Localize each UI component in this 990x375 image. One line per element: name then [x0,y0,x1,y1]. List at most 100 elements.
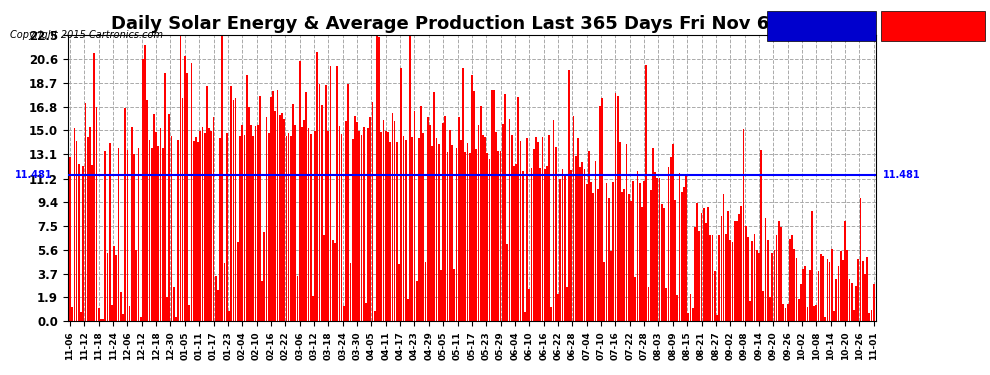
Bar [443,123,445,321]
Bar [557,294,559,321]
Bar [654,172,656,321]
Bar [360,135,362,321]
Bar [698,231,700,321]
Bar [312,296,314,321]
Bar [645,65,647,321]
Bar [446,152,448,321]
Bar [445,116,446,321]
Bar [308,128,309,321]
Bar [719,235,720,321]
Bar [802,269,804,321]
Bar [683,188,685,321]
Bar [498,151,499,321]
Bar [455,148,457,321]
Bar [696,203,698,321]
Bar [157,146,159,321]
Bar [755,251,757,321]
Bar [577,138,579,321]
Bar [778,221,780,321]
Bar [846,250,848,321]
Bar [294,124,296,321]
Bar [550,307,552,321]
Bar [259,96,260,321]
Bar [559,179,561,321]
Bar [658,178,660,321]
Bar [290,135,292,321]
Bar [734,221,736,321]
Bar [676,295,678,321]
Bar [281,113,283,321]
Bar [208,128,210,321]
Bar [540,168,542,321]
Bar [764,218,766,321]
Bar [844,221,845,321]
Bar [613,183,614,321]
Bar [707,207,709,321]
Bar [606,183,608,321]
Bar [425,262,427,321]
Bar [71,308,73,321]
Bar [122,314,124,321]
Bar [436,138,438,321]
Bar [432,146,433,321]
Bar [464,152,466,321]
Bar [161,148,163,321]
Bar [484,137,486,321]
Bar [727,211,729,321]
Bar [383,120,384,321]
Bar [873,284,874,321]
Bar [299,61,301,321]
Bar [855,286,857,321]
Bar [116,255,117,321]
Bar [263,232,265,321]
Bar [665,288,667,321]
Bar [836,279,838,321]
Bar [292,104,294,321]
Bar [367,128,369,321]
Bar [524,312,526,321]
Bar [652,148,653,321]
Bar [416,281,418,321]
Bar [840,251,842,321]
Bar [502,124,504,321]
Bar [276,90,278,321]
Bar [687,313,689,321]
Bar [544,169,545,321]
Bar [552,120,554,321]
Bar [566,287,567,321]
Bar [82,166,84,321]
Bar [546,166,547,321]
Bar [621,192,623,321]
Bar [462,68,464,321]
Bar [337,66,338,321]
Bar [111,305,113,321]
Bar [793,249,795,321]
Bar [164,72,165,321]
Bar [197,142,199,321]
Bar [789,239,791,321]
Bar [142,58,144,321]
Bar [240,136,241,321]
Bar [314,131,316,321]
Bar [716,315,718,321]
Bar [506,244,508,321]
Bar [842,260,843,321]
Bar [98,308,100,321]
Bar [448,130,450,321]
Bar [332,240,334,321]
Bar [866,257,868,321]
Bar [182,98,183,321]
Bar [798,298,800,321]
Bar [228,311,230,321]
Bar [113,246,115,321]
Bar [118,148,120,321]
Bar [310,134,312,321]
Bar [630,201,632,321]
Bar [319,84,321,321]
Bar [226,133,228,321]
Bar [129,306,131,321]
Bar [131,127,133,321]
Bar [533,149,535,321]
Bar [326,85,327,321]
Bar [362,127,364,321]
